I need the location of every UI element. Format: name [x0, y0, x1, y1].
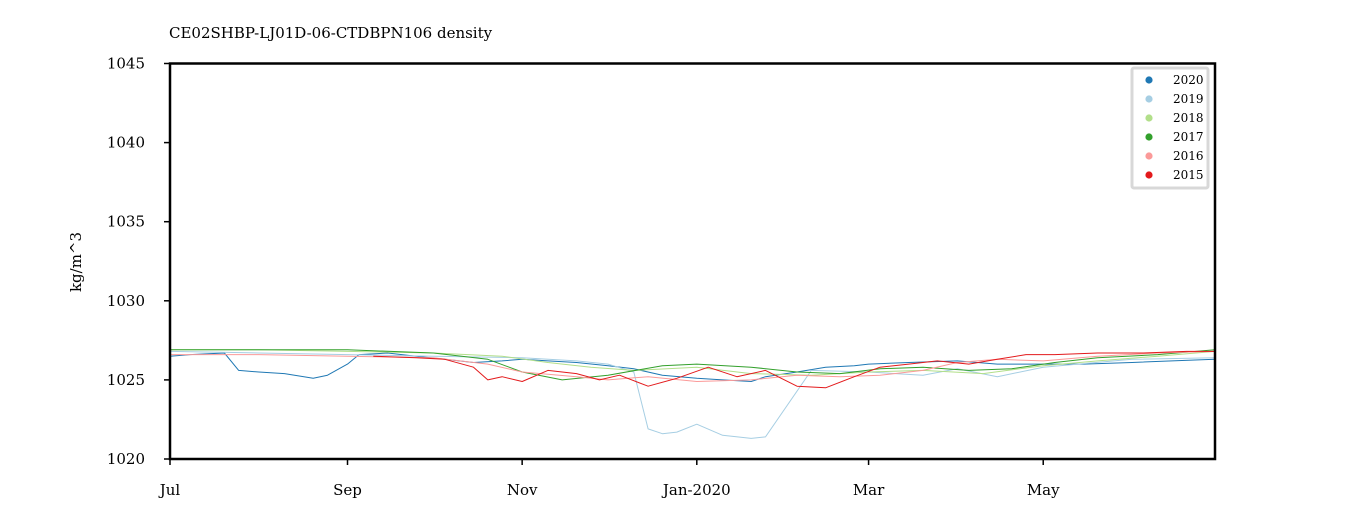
x-tick-label: Jan-2020: [661, 481, 731, 499]
legend: 2020 2019 2018 2017 2016 2015: [1130, 66, 1210, 190]
legend-marker: [1145, 171, 1153, 179]
legend-label: 2015: [1173, 168, 1204, 182]
legend-label: 2019: [1173, 92, 1204, 106]
legend-marker: [1145, 95, 1153, 103]
y-axis: 1020 1025 1030 1035 1040 1045: [107, 55, 170, 468]
series-line-2019: [169, 350, 1216, 439]
plot-frame: [168, 62, 1217, 461]
legend-marker: [1145, 76, 1153, 84]
legend-marker: [1145, 133, 1153, 141]
y-tick-label: 1045: [107, 55, 145, 73]
y-axis-label: kg/m^3: [67, 232, 85, 292]
x-tick-label: Jul: [158, 481, 181, 499]
chart-title: CE02SHBP-LJ01D-06-CTDBPN106 density: [169, 24, 493, 42]
x-tick-label: Nov: [507, 481, 538, 499]
legend-marker: [1145, 114, 1153, 122]
series-line-2020: [169, 352, 1216, 382]
y-tick-label: 1030: [107, 292, 145, 310]
series-layer: [169, 349, 1216, 439]
y-tick-label: 1035: [107, 213, 145, 231]
x-tick-label: May: [1027, 481, 1060, 499]
x-tick-label: Mar: [853, 481, 885, 499]
series-line-2016: [170, 350, 1216, 382]
y-tick-label: 1020: [107, 450, 145, 468]
y-tick-label: 1025: [107, 371, 145, 389]
series-line-2017: [170, 349, 1216, 381]
legend-label: 2018: [1173, 111, 1204, 125]
x-axis: Jul Sep Nov Jan-2020 Mar May: [158, 459, 1060, 499]
legend-label: 2020: [1173, 73, 1204, 87]
legend-marker: [1145, 152, 1153, 160]
series-line-2015: [373, 350, 1215, 389]
legend-label: 2017: [1173, 130, 1204, 144]
x-tick-label: Sep: [333, 481, 362, 499]
legend-label: 2016: [1173, 149, 1204, 163]
y-tick-label: 1040: [107, 134, 145, 152]
